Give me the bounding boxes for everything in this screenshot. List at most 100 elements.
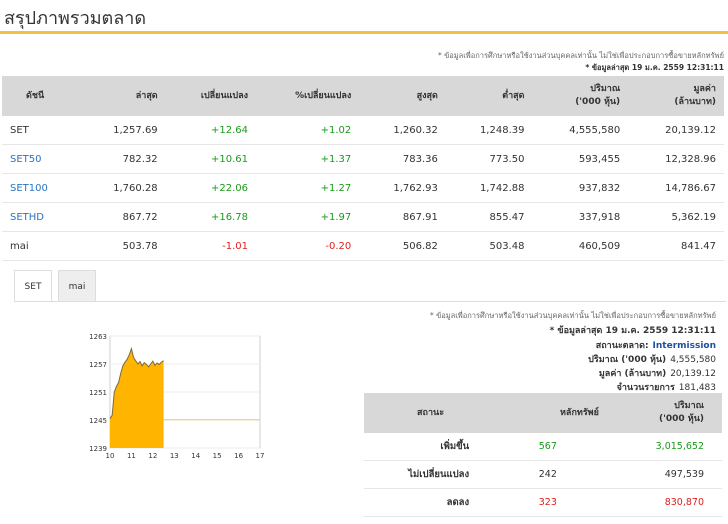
chart-xtick-label: 11 [127, 452, 136, 460]
total-value: มูลค่า (ล้านบาท) 20,139.12 [599, 366, 716, 380]
market-header-col-0: ดัชนี [2, 76, 80, 116]
market-table-header: ดัชนี ล่าสุด เปลี่ยนแปลง %เปลี่ยนแปลง สูงสุด… [2, 76, 724, 116]
market-header-col-1: ล่าสุด [79, 76, 166, 116]
summary-disclaimer: * ข้อมูลเพื่อการศึกษาหรือใช้งานส่วนบุคคล… [429, 311, 716, 320]
market-cell-low: 855.47 [445, 202, 533, 232]
chart-area-fill [110, 348, 164, 448]
table-row: เพิ่มขึ้น 567 3,015,652 [364, 433, 722, 461]
tab-set[interactable]: SET [14, 270, 52, 302]
chart-ytick-label: 1239 [89, 445, 107, 453]
market-status-label: สถานะตลาด: [595, 341, 649, 351]
market-cell-last: 503.78 [79, 231, 166, 261]
market-cell-pct: -0.20 [256, 231, 360, 261]
total-trades-label: จำนวนรายการ [616, 383, 675, 393]
market-cell-name: SET [2, 116, 80, 145]
page-title: สรุปภาพรวมตลาด [4, 8, 147, 29]
market-cell-pct: +1.97 [256, 202, 360, 232]
summary-cell-volume: 830,870 [616, 488, 722, 517]
market-header-col-7: มูลค่า (ล้านบาท) [628, 76, 724, 116]
chart-ytick-label: 1263 [89, 333, 107, 341]
table-row: ลดลง 323 830,870 [364, 488, 722, 517]
total-trades: จำนวนรายการ 181,483 [617, 380, 716, 394]
market-cell-change: +12.64 [165, 116, 257, 145]
summary-cell-status: ไม่เปลี่ยนแปลง [364, 460, 498, 489]
market-cell-name[interactable]: SET50 [2, 144, 80, 174]
total-value-value: 20,139.12 [670, 369, 716, 379]
market-cell-high: 506.82 [359, 231, 446, 261]
market-cell-volume: 337,918 [532, 202, 629, 232]
summary-cell-volume: 3,015,652 [616, 433, 722, 461]
market-header-col-5: ต่ำสุด [445, 76, 533, 116]
market-cell-value: 841.47 [628, 231, 724, 261]
market-header-col-3: %เปลี่ยนแปลง [256, 76, 360, 116]
chart-xtick-label: 15 [213, 452, 222, 460]
summary-cell-count: 567 [497, 433, 617, 461]
advance-decline-table: สถานะ หลักทรัพย์ ปริมาณ ('000 หุ้น) เพิ่มข… [364, 393, 722, 517]
table-row: SETHD 867.72 +16.78 +1.97 867.91 855.47 337,91… [2, 202, 724, 232]
market-cell-last: 867.72 [79, 202, 166, 232]
chart-xtick-label: 13 [170, 452, 179, 460]
chart-ytick-label: 1251 [89, 389, 107, 397]
market-cell-name[interactable]: SETHD [2, 202, 80, 232]
market-cell-value: 12,328.96 [628, 144, 724, 174]
market-cell-pct: +1.27 [256, 173, 360, 203]
summary-cell-status: ลดลง [364, 488, 498, 517]
summary-cell-status: เพิ่มขึ้น [364, 433, 498, 461]
chart-xtick-label: 12 [148, 452, 157, 460]
summary-header-col-0: สถานะ [364, 393, 498, 433]
table-row: mai 503.78 -1.01 -0.20 506.82 503.48 460,509 84… [2, 231, 724, 261]
market-cell-pct: +1.02 [256, 116, 360, 145]
summary-header-col-1: หลักทรัพย์ [497, 393, 617, 433]
table-row: SET50 782.32 +10.61 +1.37 783.36 773.50 593,45… [2, 144, 724, 174]
market-cell-value: 20,139.12 [628, 116, 724, 145]
market-cell-high: 783.36 [359, 144, 446, 174]
market-summary-table: ดัชนี ล่าสุด เปลี่ยนแปลง %เปลี่ยนแปลง สูงสุด… [2, 76, 724, 261]
market-cell-low: 1,248.39 [445, 116, 533, 145]
total-trades-value: 181,483 [678, 383, 716, 393]
summary-cell-count: 242 [497, 460, 617, 489]
market-cell-change: +22.06 [165, 173, 257, 203]
market-cell-value: 14,786.67 [628, 173, 724, 203]
market-cell-name: mai [2, 231, 80, 261]
chart-ytick-label: 1257 [89, 361, 107, 369]
market-header-col-4: สูงสุด [359, 76, 446, 116]
market-cell-last: 1,760.28 [79, 173, 166, 203]
market-cell-change: +10.61 [165, 144, 257, 174]
market-header-col-2: เปลี่ยนแปลง [165, 76, 257, 116]
summary-updated-time: * ข้อมูลล่าสุด 19 ม.ค. 2559 12:31:11 [549, 326, 716, 336]
chart-xtick-label: 16 [234, 452, 243, 460]
market-cell-volume: 460,509 [532, 231, 629, 261]
summary-header-col-2: ปริมาณ ('000 หุ้น) [616, 393, 722, 433]
tab-divider [14, 301, 726, 302]
top-updated-time: * ข้อมูลล่าสุด 19 ม.ค. 2559 12:31:11 [585, 63, 724, 72]
table-row: SET100 1,760.28 +22.06 +1.27 1,762.93 1,742.8… [2, 173, 724, 203]
market-cell-high: 1,260.32 [359, 116, 446, 145]
total-volume-label: ปริมาณ ('000 หุ้น) [588, 355, 667, 365]
market-cell-high: 1,762.93 [359, 173, 446, 203]
table-row: ไม่เปลี่ยนแปลง 242 497,539 [364, 460, 722, 489]
summary-cell-volume: 497,539 [616, 460, 722, 489]
market-cell-value: 5,362.19 [628, 202, 724, 232]
total-volume-value: 4,555,580 [670, 355, 716, 365]
market-status: สถานะตลาด: Intermission [596, 338, 716, 352]
market-cell-volume: 4,555,580 [532, 116, 629, 145]
total-volume: ปริมาณ ('000 หุ้น) 4,555,580 [588, 352, 716, 366]
tab-mai[interactable]: mai [58, 270, 96, 302]
market-cell-pct: +1.37 [256, 144, 360, 174]
title-underline [0, 31, 728, 34]
chart-xtick-label: 10 [106, 452, 115, 460]
market-cell-last: 1,257.69 [79, 116, 166, 145]
market-header-col-6: ปริมาณ ('000 หุ้น) [532, 76, 629, 116]
chart-xtick-label: 17 [256, 452, 265, 460]
top-disclaimer: * ข้อมูลเพื่อการศึกษาหรือใช้งานส่วนบุคคล… [437, 51, 724, 60]
total-value-label: มูลค่า (ล้านบาท) [598, 369, 667, 379]
summary-cell-count: 323 [497, 488, 617, 517]
market-cell-change: -1.01 [165, 231, 257, 261]
market-cell-volume: 937,832 [532, 173, 629, 203]
market-status-value: Intermission [652, 341, 716, 351]
market-cell-name[interactable]: SET100 [2, 173, 80, 203]
chart-ytick-label: 1245 [89, 417, 107, 425]
market-cell-high: 867.91 [359, 202, 446, 232]
market-cell-low: 773.50 [445, 144, 533, 174]
